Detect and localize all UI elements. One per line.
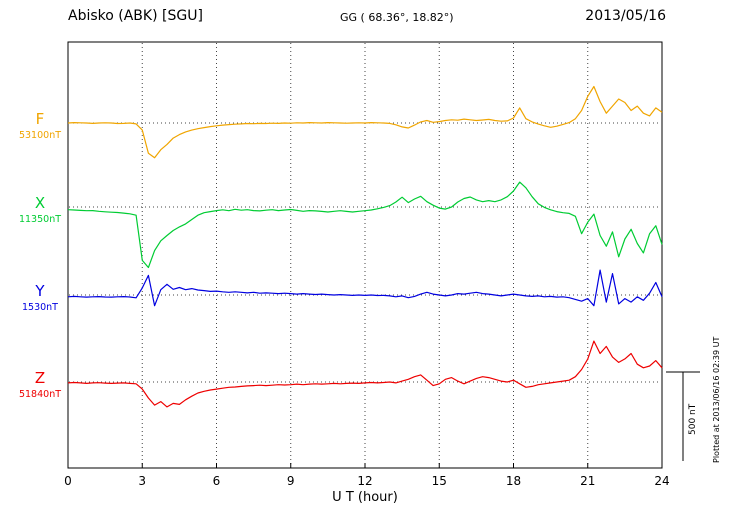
trace-baseline-value-Y: 1530nT — [21, 302, 58, 313]
trace-F — [67, 85, 663, 159]
trace-label-Z: Z — [34, 369, 46, 387]
x-tick-label-9: 9 — [287, 474, 295, 488]
x-tick-label-15: 15 — [432, 474, 447, 488]
plotted-at-note: Plotted at 2013/06/16 02:39 UT — [712, 336, 721, 464]
x-tick-label-0: 0 — [64, 474, 72, 488]
trace-Y — [67, 269, 663, 307]
scale-bar-label: 500 nT — [688, 403, 698, 435]
geographic-coords: GG ( 68.36°, 18.82°) — [340, 11, 454, 24]
trace-label-F: F — [35, 110, 45, 128]
trace-baseline-value-X: 11350nT — [18, 214, 62, 225]
trace-X — [67, 181, 663, 269]
x-tick-label-3: 3 — [138, 474, 146, 488]
x-tick-label-6: 6 — [213, 474, 221, 488]
station-title: Abisko (ABK) [SGU] — [68, 8, 203, 24]
x-tick-label-12: 12 — [357, 474, 372, 488]
plot-date: 2013/05/16 — [585, 8, 666, 24]
trace-Z — [67, 340, 663, 408]
x-tick-label-24: 24 — [654, 474, 669, 488]
trace-baseline-value-Z: 51840nT — [18, 389, 62, 400]
x-tick-label-18: 18 — [506, 474, 521, 488]
x-tick-label-21: 21 — [580, 474, 595, 488]
trace-label-X: X — [34, 194, 46, 212]
x-axis-title: U T (hour) — [332, 490, 398, 505]
trace-label-Y: Y — [35, 282, 45, 300]
trace-baseline-value-F: 53100nT — [18, 130, 62, 141]
